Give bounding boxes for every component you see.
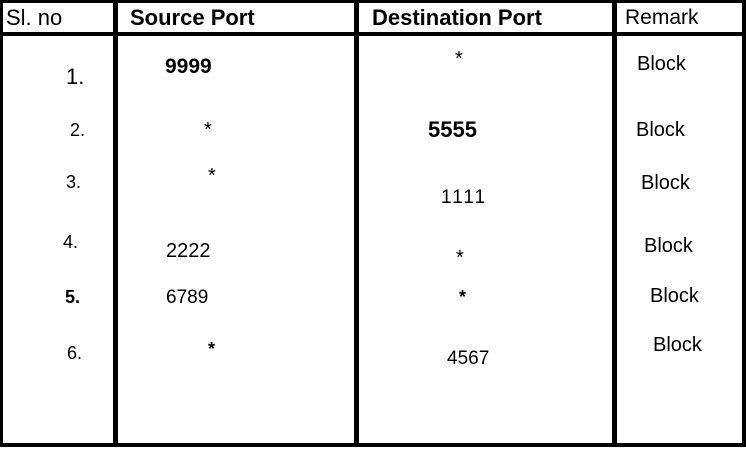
row-5-remark: Block	[650, 285, 699, 307]
row-2-sl-no: 2.	[70, 120, 86, 140]
row-1-sl-no: 1.	[66, 64, 85, 89]
column-divider-1	[113, 0, 118, 447]
row-3-source-port: *	[208, 165, 216, 187]
header-divider	[0, 32, 746, 36]
row-1-source-port: 9999	[165, 55, 212, 78]
row-2-destination-port: 5555	[428, 117, 477, 142]
row-2-remark: Block	[636, 119, 685, 141]
column-divider-3	[612, 0, 617, 447]
table-border-bottom	[0, 443, 746, 447]
row-6-sl-no: 6.	[67, 343, 83, 363]
table-border-top	[0, 0, 746, 3]
row-4-sl-no: 4.	[63, 232, 79, 252]
row-5-destination-port: *	[459, 287, 467, 307]
row-3-destination-port: 1111	[441, 187, 488, 208]
header-sl-no: Sl. no	[6, 5, 63, 30]
row-1-destination-port: *	[455, 48, 463, 70]
row-3-sl-no: 3.	[66, 172, 82, 192]
row-3-remark: Block	[641, 172, 690, 194]
row-5-sl-no: 5.	[65, 287, 81, 307]
row-5-source-port: 6789	[166, 287, 209, 308]
header-remark: Remark	[625, 6, 699, 29]
column-divider-2	[354, 0, 359, 447]
row-6-destination-port: 4567	[447, 348, 490, 369]
column-border-left	[0, 0, 3, 447]
row-6-source-port: *	[208, 339, 216, 359]
row-2-source-port: *	[204, 119, 212, 141]
column-border-right	[742, 0, 746, 447]
header-source-port: Source Port	[130, 5, 255, 30]
row-6-remark: Block	[653, 334, 702, 356]
header-destination-port: Destination Port	[372, 5, 542, 30]
row-1-remark: Block	[637, 53, 686, 75]
row-4-destination-port: *	[456, 247, 464, 269]
row-4-remark: Block	[644, 235, 693, 257]
row-4-source-port: 2222	[166, 240, 211, 262]
